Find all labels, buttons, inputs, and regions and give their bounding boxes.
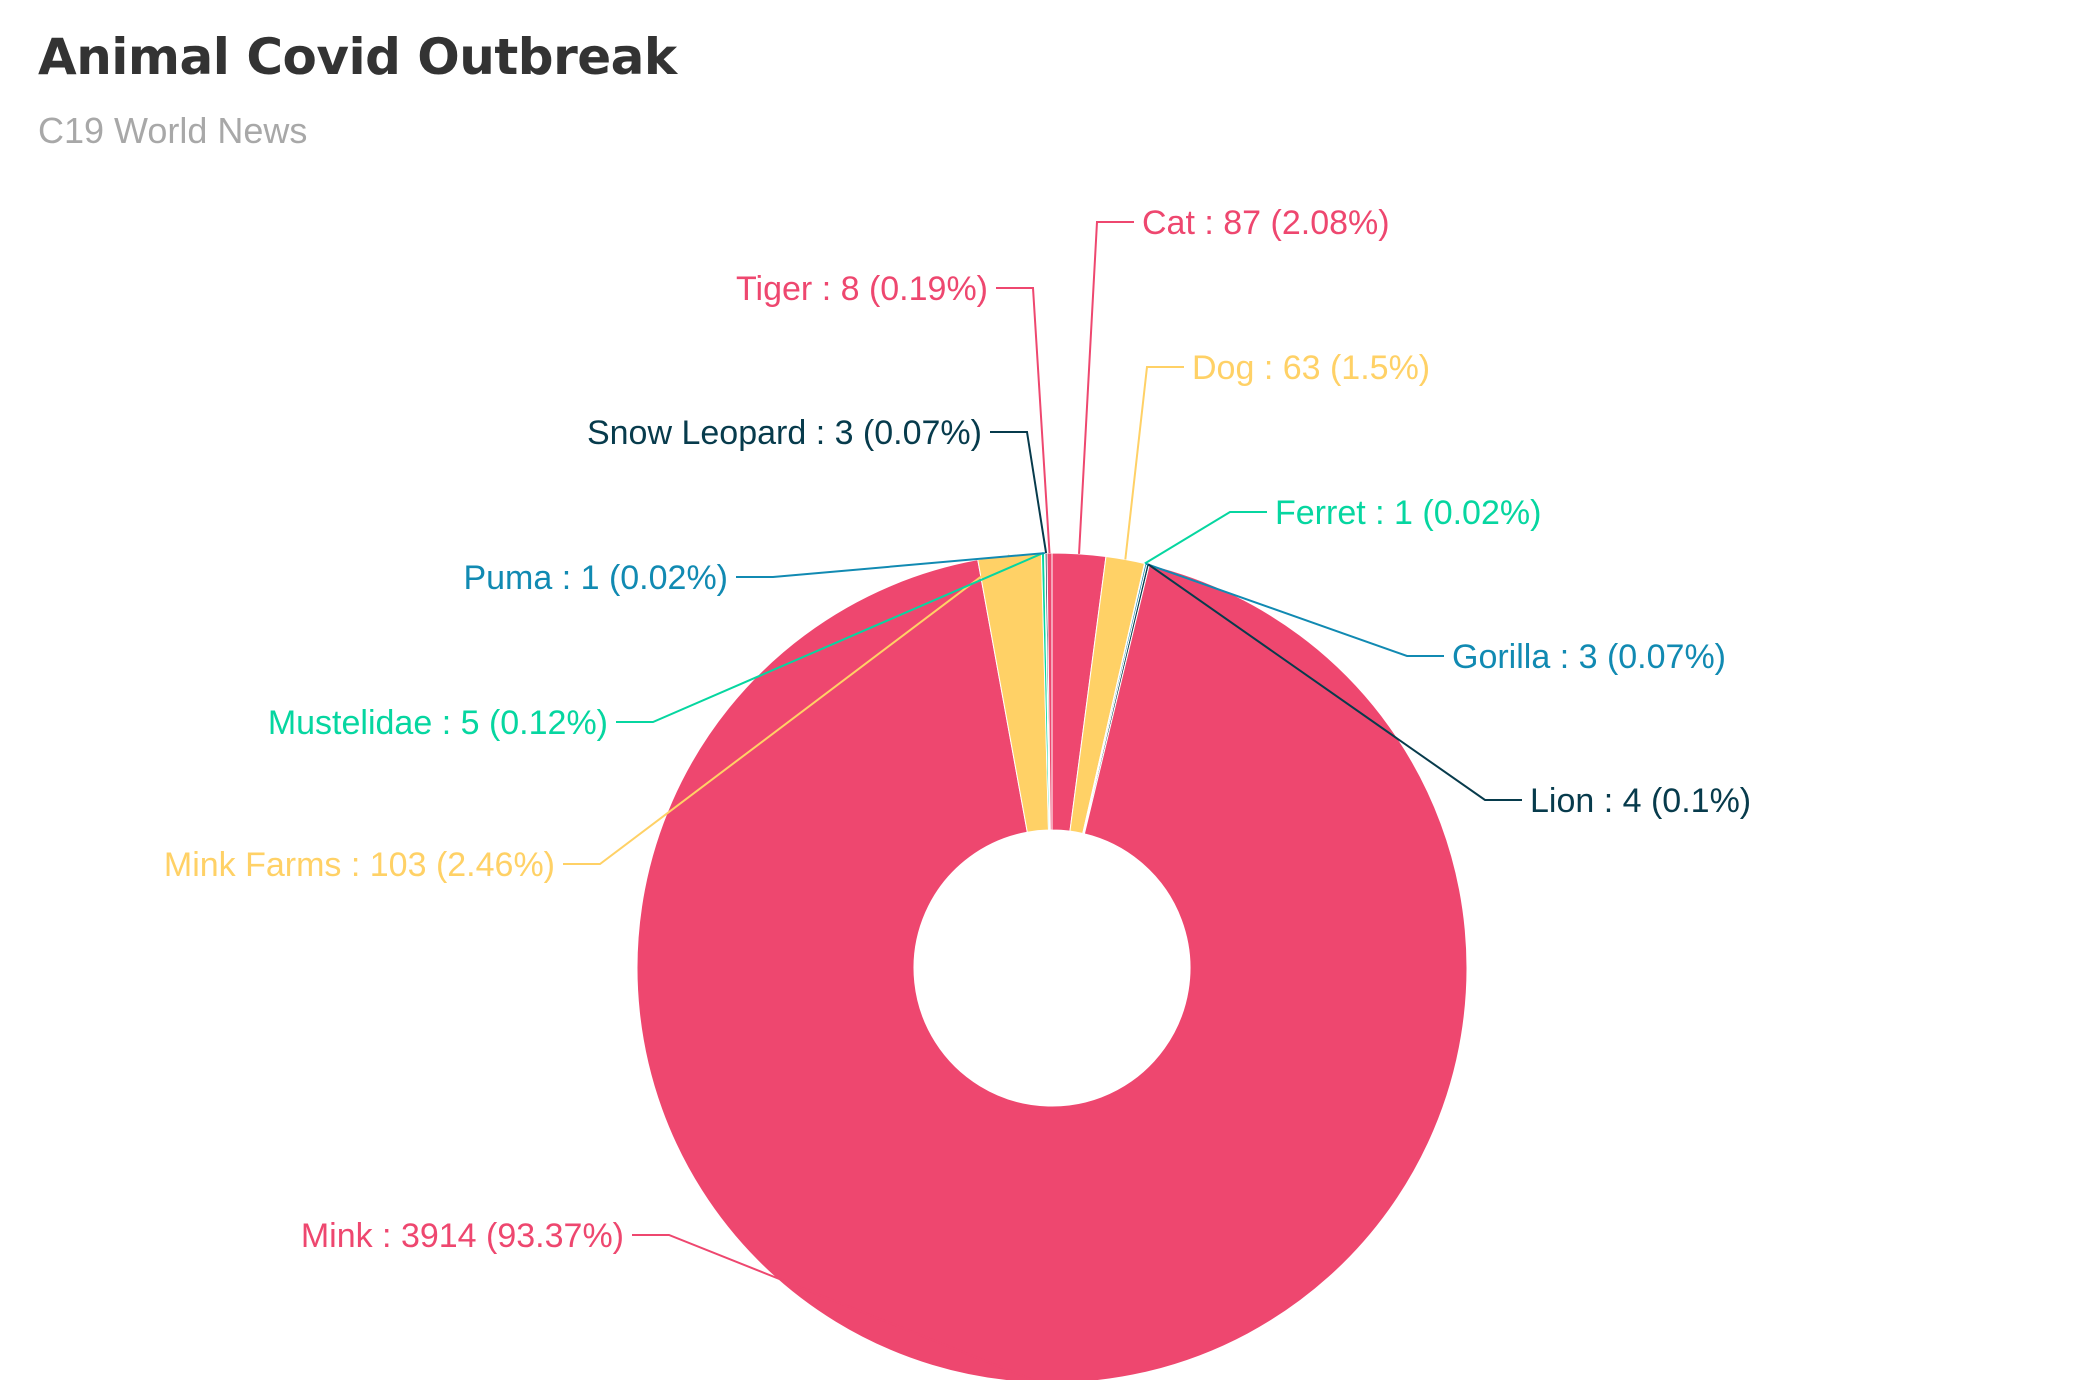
donut-slices <box>636 552 1468 1380</box>
slice-label-puma: Puma : 1 (0.02%) <box>463 559 728 597</box>
leader-line-dog <box>1124 366 1184 560</box>
slice-label-mink-farms: Mink Farms : 103 (2.46%) <box>164 846 555 884</box>
chart-title: Animal Covid Outbreak <box>38 28 677 86</box>
slice-label-lion: Lion : 4 (0.1%) <box>1530 782 1751 820</box>
leader-line-snow-leopard <box>990 431 1048 554</box>
leader-line-mustelidae <box>616 552 1044 723</box>
slice-mink[interactable] <box>636 559 1468 1380</box>
slice-label-tiger: Tiger : 8 (0.19%) <box>736 270 988 308</box>
slice-label-snow-leopard: Snow Leopard : 3 (0.07%) <box>587 414 982 452</box>
slice-label-gorilla: Gorilla : 3 (0.07%) <box>1452 638 1726 676</box>
leader-line-mink-farms <box>563 554 1011 865</box>
leader-line-tiger <box>996 287 1051 554</box>
leader-line-puma <box>736 552 1045 578</box>
slice-label-mustelidae: Mustelidae : 5 (0.12%) <box>268 704 608 742</box>
leader-line-ferret <box>1144 511 1267 565</box>
slice-label-mink: Mink : 3914 (93.37%) <box>301 1217 624 1255</box>
slice-label-dog: Dog : 63 (1.5%) <box>1192 349 1430 387</box>
leader-line-lion <box>1147 563 1522 801</box>
leader-line-gorilla <box>1145 562 1444 657</box>
chart-subtitle: C19 World News <box>38 110 308 151</box>
slice-labels: Cat : 87 (2.08%) Dog : 63 (1.5%) Ferret : … <box>164 204 1751 1255</box>
slice-label-ferret: Ferret : 1 (0.02%) <box>1275 494 1541 532</box>
slice-label-cat: Cat : 87 (2.08%) <box>1142 204 1390 242</box>
leader-lines <box>563 221 1522 1380</box>
leader-line-mink <box>632 1234 1036 1380</box>
leader-line-cat <box>1078 221 1134 554</box>
